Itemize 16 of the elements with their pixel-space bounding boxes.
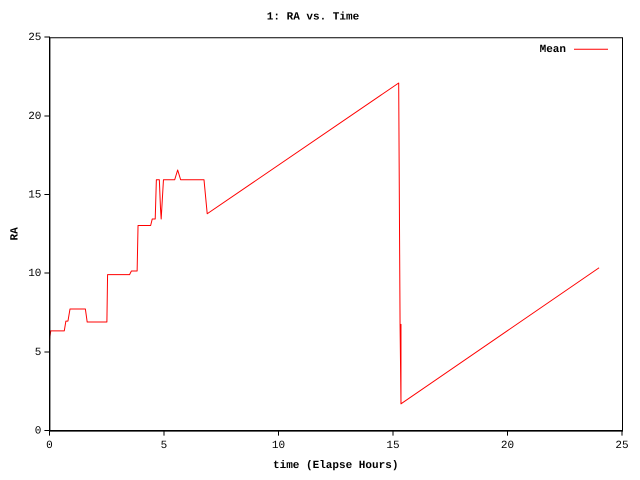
x-axis-title: time (Elapse Hours) — [272, 460, 398, 472]
x-tick-label: 5 — [160, 440, 168, 452]
y-tick-label: 20 — [28, 110, 42, 123]
y-tick-label: 15 — [28, 189, 42, 202]
y-tick-label: 10 — [28, 268, 42, 280]
x-tick-label: 10 — [272, 440, 286, 452]
y-tick-label: 0 — [34, 426, 42, 438]
y-tick-label: 25 — [28, 32, 42, 44]
x-tick-label: 20 — [500, 440, 514, 452]
y-tick-label: 5 — [34, 346, 42, 359]
chart-title: 1: RA vs. Time — [266, 11, 360, 24]
x-tick-label: 25 — [615, 440, 629, 452]
x-tick-label: 15 — [386, 440, 400, 452]
x-tick-label: 0 — [46, 440, 53, 452]
y-axis-title: RA — [9, 226, 22, 240]
legend-label: Mean — [540, 44, 566, 56]
